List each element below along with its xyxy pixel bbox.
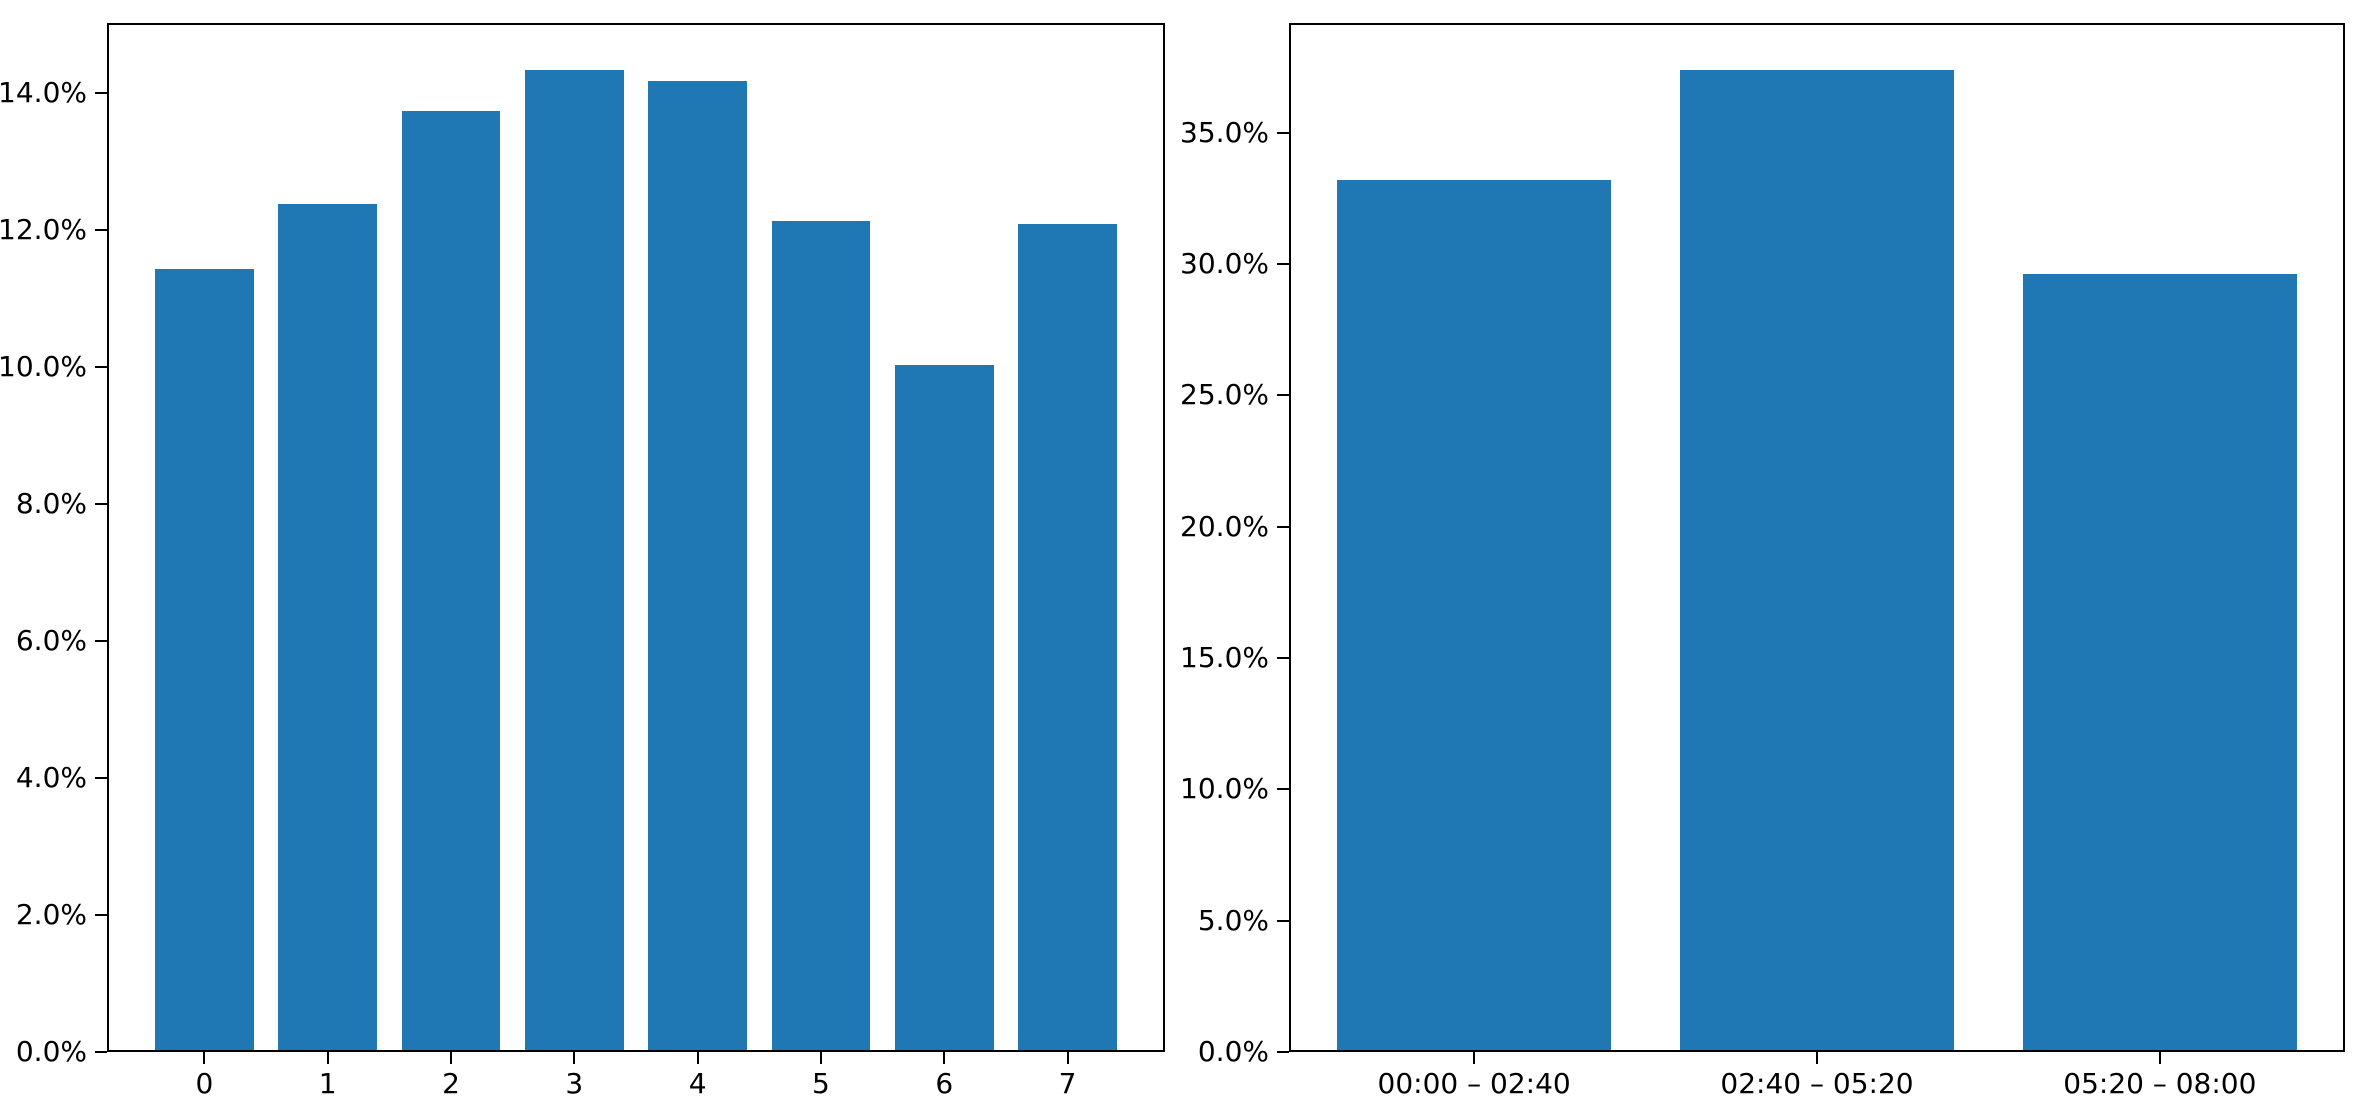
y-tick <box>95 502 107 505</box>
x-tick-label: 0 <box>195 1067 214 1100</box>
y-tick <box>1277 394 1289 397</box>
x-tick <box>1473 1052 1476 1064</box>
x-tick-label: 00:00 – 02:40 <box>1377 1067 1571 1100</box>
x-tick <box>696 1052 699 1064</box>
y-tick <box>95 365 107 368</box>
x-tick <box>1066 1052 1069 1064</box>
y-tick-label: 10.0% <box>0 349 87 383</box>
x-tick-label: 2 <box>442 1067 460 1100</box>
y-tick-label: 35.0% <box>1180 115 1269 149</box>
x-tick <box>326 1052 329 1064</box>
y-tick-label: 8.0% <box>15 486 87 520</box>
y-tick-label: 30.0% <box>1180 246 1269 280</box>
y-tick-label: 0.0% <box>1197 1035 1269 1068</box>
x-tick <box>2158 1052 2161 1064</box>
y-tick <box>1277 788 1289 791</box>
x-tick-label: 6 <box>935 1067 954 1100</box>
y-tick-label: 10.0% <box>1180 772 1269 806</box>
bar-2 <box>401 111 501 1050</box>
y-tick-label: 5.0% <box>1197 903 1269 937</box>
y-tick <box>1277 656 1289 659</box>
x-tick-label: 02:40 – 05:20 <box>1720 1067 1914 1100</box>
bar-7 <box>1018 224 1117 1050</box>
plot-area <box>107 23 1165 1052</box>
x-tick <box>203 1052 206 1064</box>
y-tick <box>95 639 107 642</box>
y-tick <box>1277 1051 1289 1053</box>
y-tick <box>95 913 107 916</box>
y-tick <box>95 91 107 94</box>
bar-0 <box>155 269 254 1050</box>
y-tick-label: 12.0% <box>0 212 87 246</box>
x-tick-label: 3 <box>565 1067 584 1100</box>
y-tick-label: 15.0% <box>1180 640 1269 674</box>
x-tick <box>943 1052 946 1064</box>
y-tick <box>1277 525 1289 528</box>
x-tick-label: 4 <box>688 1067 707 1100</box>
y-tick <box>1277 131 1289 134</box>
bar-02:40 – 05:20 <box>1679 70 1955 1050</box>
bar-4 <box>648 80 747 1050</box>
y-tick-label: 4.0% <box>15 760 87 794</box>
y-tick-label: 20.0% <box>1180 509 1269 543</box>
x-tick-label: 05:20 – 08:00 <box>2063 1067 2257 1100</box>
y-tick <box>95 228 107 231</box>
y-tick-label: 0.0% <box>15 1035 87 1068</box>
bar-00:00 – 02:40 <box>1337 180 1612 1050</box>
y-tick-label: 25.0% <box>1180 378 1269 412</box>
x-tick <box>1816 1052 1818 1064</box>
y-tick-label: 14.0% <box>0 75 87 109</box>
x-tick <box>450 1052 453 1064</box>
y-tick <box>95 776 107 779</box>
x-tick <box>573 1052 576 1064</box>
y-tick-label: 6.0% <box>15 623 87 657</box>
x-tick-label: 1 <box>318 1067 337 1100</box>
y-tick-label: 2.0% <box>15 897 87 931</box>
plot-area <box>1289 23 2345 1052</box>
bar-3 <box>525 70 624 1050</box>
y-tick <box>1277 262 1289 265</box>
x-tick-label: 7 <box>1058 1067 1077 1100</box>
x-tick <box>819 1052 822 1064</box>
bar-5 <box>771 221 871 1050</box>
bar-6 <box>894 364 994 1050</box>
bar-1 <box>278 203 378 1050</box>
y-tick <box>1277 919 1289 922</box>
y-tick <box>95 1051 107 1053</box>
bar-05:20 – 08:00 <box>2022 273 2297 1050</box>
x-tick-label: 5 <box>812 1067 830 1100</box>
